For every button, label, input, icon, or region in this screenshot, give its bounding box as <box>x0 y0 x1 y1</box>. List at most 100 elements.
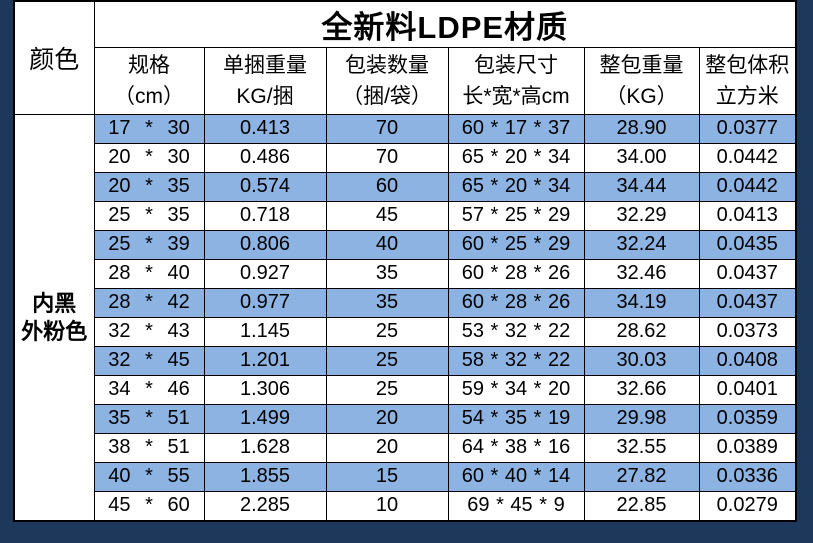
qty-cell: 15 <box>325 461 449 492</box>
column-header-dims: 包装尺寸 长*宽*高cm <box>447 47 585 115</box>
spec-cell: 32 * 43 <box>93 316 205 347</box>
column-header-line1: 整包重量 <box>599 54 684 77</box>
qty-cell: 40 <box>325 229 449 260</box>
dims-cell: 57 * 25 * 29 <box>447 200 585 231</box>
pack-weight-cell: 32.24 <box>583 229 700 260</box>
dims-cell: 60 * 28 * 26 <box>447 258 585 289</box>
bundle-weight-cell: 0.486 <box>203 142 327 173</box>
volume-cell: 0.0401 <box>698 374 797 405</box>
bundle-weight-cell: 2.285 <box>203 490 327 522</box>
column-header-line2: （cm） <box>114 85 184 108</box>
color-value-line1: 内黑 <box>32 290 77 316</box>
dims-cell: 65 * 20 * 34 <box>447 142 585 173</box>
dims-cell: 60 * 40 * 14 <box>447 461 585 492</box>
dims-cell: 54 * 35 * 19 <box>447 403 585 434</box>
spec-cell: 40 * 55 <box>93 461 205 492</box>
column-header-line2: （捆/袋） <box>342 85 432 108</box>
pack-weight-cell: 32.46 <box>583 258 700 289</box>
pack-weight-cell: 27.82 <box>583 461 700 492</box>
table-row: 35 * 51 1.499 20 54 * 35 * 19 29.98 0.03… <box>14 403 797 434</box>
column-header-line1: 包装尺寸 <box>474 54 558 77</box>
pack-weight-cell: 22.85 <box>583 490 700 522</box>
color-column-header: 颜色 <box>13 0 95 115</box>
table-row: 28 * 42 0.977 35 60 * 28 * 26 34.19 0.04… <box>14 287 797 318</box>
column-header-qty: 包装数量 （捆/袋） <box>325 47 449 115</box>
pack-weight-cell: 28.90 <box>583 114 700 144</box>
pack-weight-cell: 34.19 <box>583 287 700 318</box>
table-row: 38 * 51 1.628 20 64 * 38 * 16 32.55 0.03… <box>14 432 797 463</box>
volume-cell: 0.0437 <box>698 287 797 318</box>
table-row: 25 * 35 0.718 45 57 * 25 * 29 32.29 0.04… <box>14 200 797 231</box>
pack-weight-cell: 32.66 <box>583 374 700 405</box>
column-header-line2: （KG） <box>605 85 678 108</box>
qty-cell: 70 <box>325 142 449 173</box>
volume-cell: 0.0437 <box>698 258 797 289</box>
qty-cell: 10 <box>325 490 449 522</box>
dims-cell: 60 * 25 * 29 <box>447 229 585 260</box>
volume-cell: 0.0442 <box>698 142 797 173</box>
qty-cell: 20 <box>325 432 449 463</box>
pack-weight-cell: 34.00 <box>583 142 700 173</box>
qty-cell: 20 <box>325 403 449 434</box>
table-row: 内黑 外粉色 17 * 30 0.413 70 60 * 17 * 37 28.… <box>13 114 797 522</box>
pack-weight-cell: 32.55 <box>583 432 700 463</box>
spec-cell: 20 * 30 <box>93 142 205 173</box>
color-value-line2: 外粉色 <box>21 318 88 344</box>
pack-weight-cell: 34.44 <box>583 171 700 202</box>
spec-cell: 17 * 30 <box>93 114 205 144</box>
bundle-weight-cell: 1.855 <box>203 461 327 492</box>
volume-cell: 0.0389 <box>698 432 797 463</box>
column-header-line1: 整包体积 <box>705 54 790 77</box>
column-header-bundle-weight: 单捆重量 KG/捆 <box>203 47 327 115</box>
column-header-line2: 立方米 <box>715 85 779 108</box>
table-row: 20 * 30 0.486 70 65 * 20 * 34 34.00 0.04… <box>14 142 797 173</box>
volume-cell: 0.0377 <box>698 114 797 144</box>
bundle-weight-cell: 1.145 <box>203 316 327 347</box>
table-row: 45 * 60 2.285 10 69 * 45 * 9 22.85 0.027… <box>14 490 797 522</box>
spec-cell: 20 * 35 <box>93 171 205 202</box>
spec-cell: 34 * 46 <box>93 374 205 405</box>
column-header-line1: 单捆重量 <box>223 54 307 77</box>
table-row: 34 * 46 1.306 25 59 * 34 * 20 32.66 0.04… <box>14 374 797 405</box>
header-row: 规格 （cm） 单捆重量 KG/捆 包装数量 （捆/袋） 包装尺寸 长*宽*高c… <box>14 47 797 115</box>
dims-cell: 60 * 17 * 37 <box>447 114 585 144</box>
dims-cell: 53 * 32 * 22 <box>447 316 585 347</box>
qty-cell: 25 <box>325 316 449 347</box>
volume-cell: 0.0435 <box>698 229 797 260</box>
qty-cell: 25 <box>325 374 449 405</box>
column-header-pack-weight: 整包重量 （KG） <box>583 47 700 115</box>
column-header-line1: 包装数量 <box>345 54 429 77</box>
product-spec-table: 颜色 全新料LDPE材质 规格 （cm） 单捆重量 KG/捆 包装数量 （捆/袋… <box>13 0 798 522</box>
dims-cell: 59 * 34 * 20 <box>447 374 585 405</box>
spec-cell: 28 * 42 <box>93 287 205 318</box>
qty-cell: 45 <box>325 200 449 231</box>
dims-cell: 64 * 38 * 16 <box>447 432 585 463</box>
table-row: 28 * 40 0.927 35 60 * 28 * 26 32.46 0.04… <box>14 258 797 289</box>
spec-cell: 45 * 60 <box>93 490 205 522</box>
volume-cell: 0.0413 <box>698 200 797 231</box>
spec-cell: 28 * 40 <box>93 258 205 289</box>
dims-cell: 65 * 20 * 34 <box>447 171 585 202</box>
column-header-volume: 整包体积 立方米 <box>698 47 797 115</box>
bundle-weight-cell: 1.306 <box>203 374 327 405</box>
bundle-weight-cell: 0.927 <box>203 258 327 289</box>
column-header-spec: 规格 （cm） <box>93 47 205 115</box>
spec-cell: 25 * 35 <box>93 200 205 231</box>
bundle-weight-cell: 1.499 <box>203 403 327 434</box>
spec-cell: 25 * 39 <box>93 229 205 260</box>
qty-cell: 60 <box>325 171 449 202</box>
qty-cell: 25 <box>325 345 449 376</box>
bundle-weight-cell: 0.413 <box>203 114 327 144</box>
table-row: 20 * 35 0.574 60 65 * 20 * 34 34.44 0.04… <box>14 171 797 202</box>
qty-cell: 70 <box>325 114 449 144</box>
spec-cell: 35 * 51 <box>93 403 205 434</box>
bundle-weight-cell: 0.806 <box>203 229 327 260</box>
table-row: 32 * 43 1.145 25 53 * 32 * 22 28.62 0.03… <box>14 316 797 347</box>
volume-cell: 0.0373 <box>698 316 797 347</box>
pack-weight-cell: 28.62 <box>583 316 700 347</box>
table-title: 全新料LDPE材质 <box>93 0 797 48</box>
qty-cell: 35 <box>325 287 449 318</box>
table-row: 32 * 45 1.201 25 58 * 32 * 22 30.03 0.04… <box>14 345 797 376</box>
volume-cell: 0.0336 <box>698 461 797 492</box>
